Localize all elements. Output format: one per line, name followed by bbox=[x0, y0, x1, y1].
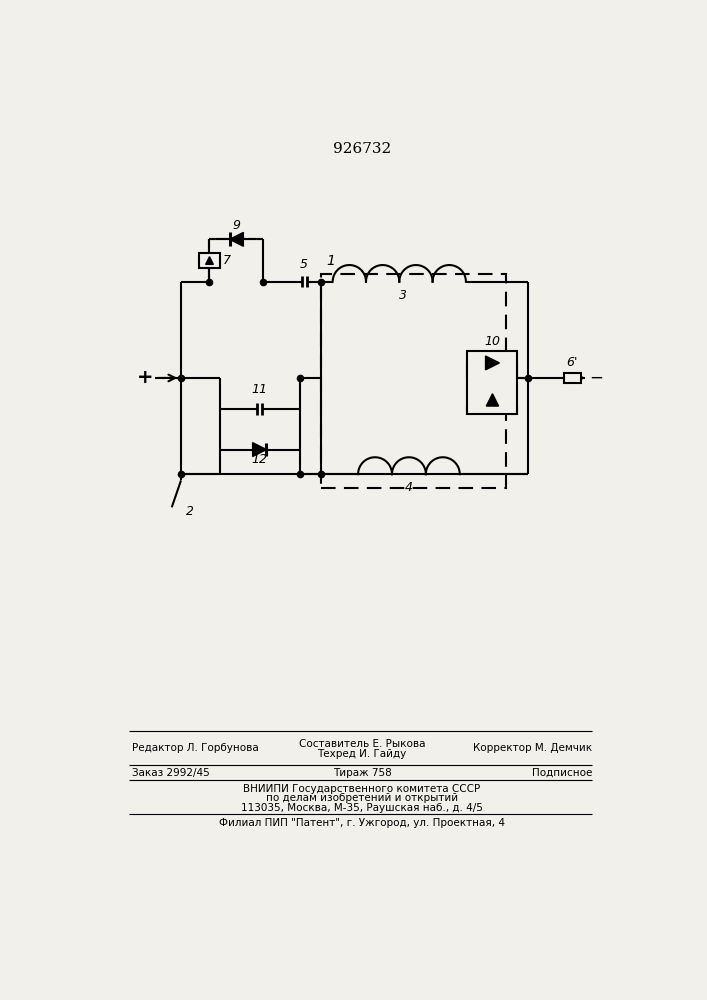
Text: −: − bbox=[589, 369, 603, 387]
Text: Заказ 2992/45: Заказ 2992/45 bbox=[132, 768, 210, 778]
Bar bbox=[199, 253, 221, 268]
Text: 12: 12 bbox=[252, 453, 267, 466]
Polygon shape bbox=[230, 232, 243, 246]
Polygon shape bbox=[486, 394, 498, 406]
Text: Редактор Л. Горбунова: Редактор Л. Горбунова bbox=[132, 743, 259, 753]
Text: 6': 6' bbox=[566, 356, 578, 369]
Text: 1: 1 bbox=[327, 254, 335, 268]
Bar bbox=[321, 274, 506, 488]
Text: 4: 4 bbox=[405, 481, 413, 494]
Text: ВНИИПИ Государственного комитета СССР: ВНИИПИ Государственного комитета СССР bbox=[243, 784, 481, 794]
Text: 10: 10 bbox=[484, 335, 501, 348]
Text: 3: 3 bbox=[399, 289, 407, 302]
Text: 2: 2 bbox=[186, 505, 194, 518]
Text: 113035, Москва, М-35, Раушская наб., д. 4/5: 113035, Москва, М-35, Раушская наб., д. … bbox=[241, 803, 483, 813]
Text: 926732: 926732 bbox=[333, 142, 391, 156]
Text: 8: 8 bbox=[502, 388, 510, 401]
Text: 9: 9 bbox=[233, 219, 240, 232]
Text: Корректор М. Демчик: Корректор М. Демчик bbox=[473, 743, 592, 753]
Text: 11: 11 bbox=[252, 383, 267, 396]
Text: по делам изобретений и открытий: по делам изобретений и открытий bbox=[266, 793, 458, 803]
Text: 7: 7 bbox=[223, 254, 230, 267]
Text: Составитель Е. Рыкова: Составитель Е. Рыкова bbox=[298, 739, 425, 749]
Text: Тираж 758: Тираж 758 bbox=[332, 768, 392, 778]
Text: Филиал ПИП "Патент", г. Ужгород, ул. Проектная, 4: Филиал ПИП "Патент", г. Ужгород, ул. Про… bbox=[219, 818, 505, 828]
Polygon shape bbox=[252, 443, 267, 456]
Bar bbox=[563, 373, 580, 383]
Text: Подписное: Подписное bbox=[532, 768, 592, 778]
Text: 5: 5 bbox=[300, 258, 308, 271]
Polygon shape bbox=[486, 356, 499, 370]
Polygon shape bbox=[206, 257, 214, 264]
Text: +: + bbox=[137, 368, 154, 387]
Bar bbox=[467, 351, 518, 414]
Text: Техред И. Гайду: Техред И. Гайду bbox=[317, 749, 407, 759]
